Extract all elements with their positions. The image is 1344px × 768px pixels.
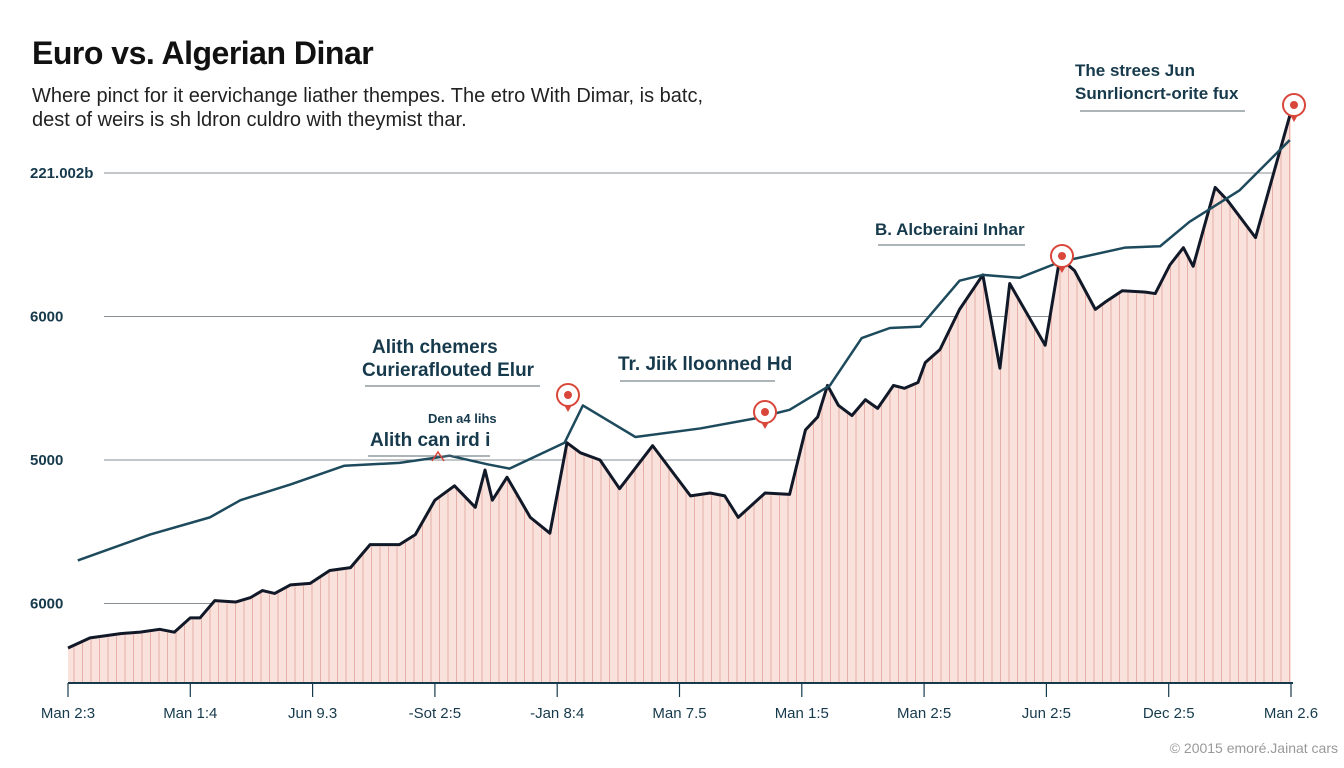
- chart-title: Euro vs. Algerian Dinar: [32, 35, 374, 71]
- x-tick-label: Jun 9.3: [288, 705, 337, 722]
- y-tick-label: 221.002b: [30, 165, 93, 182]
- x-tick-label: -Jan 8:4: [530, 705, 584, 722]
- y-tick-label: 6000: [30, 309, 63, 326]
- copyright: © 20015 emoré.Jainat cars: [1169, 740, 1338, 756]
- x-tick-label: Jun 2:5: [1022, 705, 1071, 722]
- annotation-text: Alith can ird i: [370, 430, 490, 451]
- annotation-text: The strees Jun: [1075, 61, 1195, 80]
- area-fill: [68, 111, 1291, 684]
- x-tick-label: Man 2:3: [41, 705, 95, 722]
- marker-pointer: [761, 422, 769, 429]
- x-tick-label: Man 1:4: [163, 705, 217, 722]
- annotation-text: Tr. Jiik lloonned Hd: [618, 354, 792, 375]
- marker-dot: [564, 391, 572, 399]
- x-tick-label: Man 2:5: [897, 705, 951, 722]
- y-tick-label: 5000: [30, 452, 63, 469]
- marker-pointer: [1290, 115, 1298, 122]
- annotation-text: Sunrlioncrt-orite fux: [1075, 84, 1239, 103]
- chart-subtitle: Where pinct for it eervichange liather t…: [32, 84, 792, 132]
- annotation-text: B. Alcberaini Inhar: [875, 220, 1025, 239]
- annotation-text: Alith chemers: [372, 337, 498, 358]
- x-tick-label: Man 2.6: [1264, 705, 1318, 722]
- x-tick-label: Man 7.5: [652, 705, 706, 722]
- x-tick-label: Man 1:5: [775, 705, 829, 722]
- series-line-1: [67, 110, 1293, 650]
- marker-dot: [761, 408, 769, 416]
- subtitle-line: dest of weirs is sh ldron culdro with th…: [32, 109, 467, 131]
- marker-dot: [1290, 101, 1298, 109]
- marker-dot: [1058, 252, 1066, 260]
- marker-pointer: [1058, 266, 1066, 273]
- caret-marker: [431, 450, 445, 462]
- x-tick-label: Dec 2:5: [1143, 705, 1195, 722]
- annotation-text: Curieraflouted Elur: [362, 360, 535, 381]
- subtitle-line: Where pinct for it eervichange liather t…: [32, 85, 704, 107]
- annotation-text: Den a4 lihs: [428, 411, 497, 426]
- y-tick-label: 6000: [30, 595, 63, 612]
- marker-pointer: [564, 405, 572, 412]
- x-tick-label: -Sot 2:5: [409, 705, 462, 722]
